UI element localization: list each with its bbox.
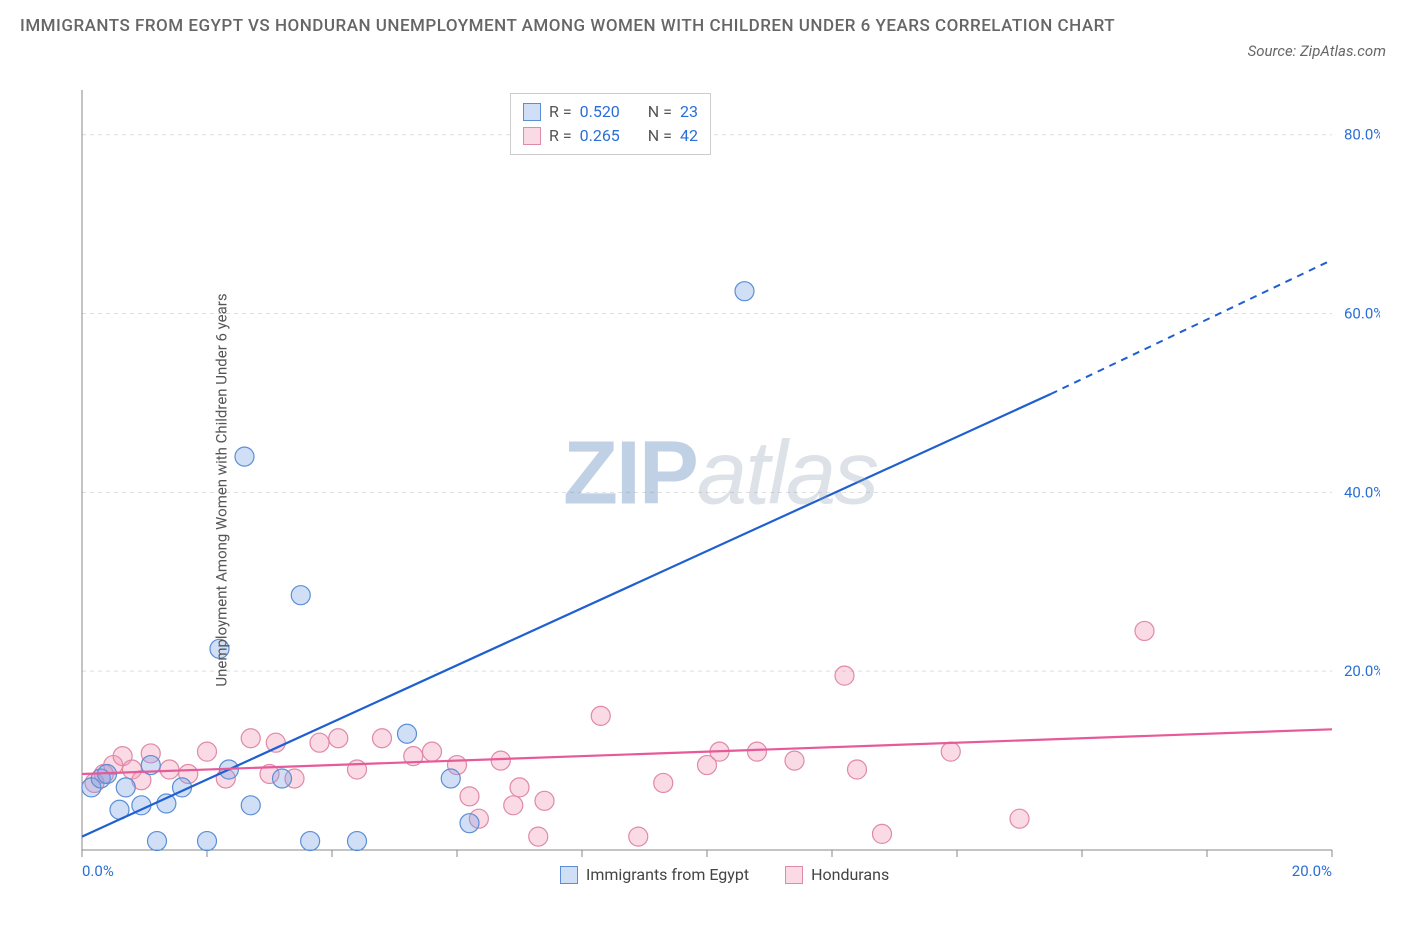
scatter-point — [441, 769, 460, 788]
correlation-legend: R = 0.520 N = 23 R = 0.265 N = 42 — [510, 93, 711, 155]
chart-source: Source: ZipAtlas.com — [1248, 42, 1386, 60]
legend-swatch-icon — [560, 866, 578, 884]
scatter-point — [116, 778, 135, 797]
scatter-point — [1135, 621, 1154, 640]
chart-header: IMMIGRANTS FROM EGYPT VS HONDURAN UNEMPL… — [0, 0, 1406, 60]
scatter-point — [241, 729, 260, 748]
trend-line-extrapolated — [1051, 260, 1332, 394]
r-value: 0.520 — [580, 100, 620, 124]
scatter-point — [241, 796, 260, 815]
scatter-point — [941, 742, 960, 761]
scatter-point — [301, 832, 320, 851]
r-value: 0.265 — [580, 124, 620, 148]
svg-text:20.0%: 20.0% — [1292, 862, 1332, 880]
scatter-point — [291, 586, 310, 605]
scatter-point — [591, 706, 610, 725]
scatter-point — [273, 769, 292, 788]
scatter-point — [510, 778, 529, 797]
svg-text:20.0%: 20.0% — [1344, 662, 1380, 680]
scatter-point — [785, 751, 804, 770]
scatter-point — [198, 832, 217, 851]
scatter-point — [1010, 809, 1029, 828]
scatter-point — [329, 729, 348, 748]
scatter-point — [423, 742, 442, 761]
scatter-point — [266, 733, 285, 752]
scatter-point — [835, 666, 854, 685]
n-value: 23 — [680, 100, 698, 124]
scatter-point — [460, 814, 479, 833]
legend-series-label: Hondurans — [811, 865, 889, 884]
legend-swatch-icon — [523, 103, 541, 121]
chart-title: IMMIGRANTS FROM EGYPT VS HONDURAN UNEMPL… — [20, 14, 1115, 40]
scatter-point — [735, 282, 754, 301]
scatter-point — [148, 832, 167, 851]
scatter-plot: 20.0% 40.0% 60.0% 80.0% 0.0% 20.0% — [60, 90, 1380, 890]
scatter-point — [348, 832, 367, 851]
n-value: 42 — [680, 124, 698, 148]
n-label: N = — [648, 100, 672, 124]
svg-text:60.0%: 60.0% — [1344, 305, 1380, 323]
scatter-point — [748, 742, 767, 761]
scatter-point — [504, 796, 523, 815]
chart-container: Unemployment Among Women with Children U… — [60, 90, 1380, 890]
scatter-point — [235, 447, 254, 466]
scatter-point — [654, 773, 673, 792]
scatter-point — [398, 724, 417, 743]
scatter-point — [629, 827, 648, 846]
scatter-point — [535, 791, 554, 810]
scatter-point — [198, 742, 217, 761]
scatter-point — [848, 760, 867, 779]
legend-row: R = 0.265 N = 42 — [523, 124, 698, 148]
r-label: R = — [549, 124, 572, 148]
svg-text:0.0%: 0.0% — [82, 862, 114, 880]
r-label: R = — [549, 100, 572, 124]
legend-series-label: Immigrants from Egypt — [586, 865, 749, 884]
y-axis-label: Unemployment Among Women with Children U… — [213, 293, 231, 686]
legend-swatch-icon — [523, 127, 541, 145]
svg-text:40.0%: 40.0% — [1344, 483, 1380, 501]
legend-item: Hondurans — [785, 865, 889, 884]
scatter-point — [160, 760, 179, 779]
scatter-point — [873, 824, 892, 843]
legend-row: R = 0.520 N = 23 — [523, 100, 698, 124]
scatter-point — [491, 751, 510, 770]
legend-swatch-icon — [785, 866, 803, 884]
scatter-point — [310, 733, 329, 752]
n-label: N = — [648, 124, 672, 148]
scatter-point — [529, 827, 548, 846]
svg-text:80.0%: 80.0% — [1344, 126, 1380, 144]
series-legend: Immigrants from Egypt Hondurans — [560, 865, 889, 884]
scatter-point — [460, 787, 479, 806]
scatter-point — [373, 729, 392, 748]
legend-item: Immigrants from Egypt — [560, 865, 749, 884]
